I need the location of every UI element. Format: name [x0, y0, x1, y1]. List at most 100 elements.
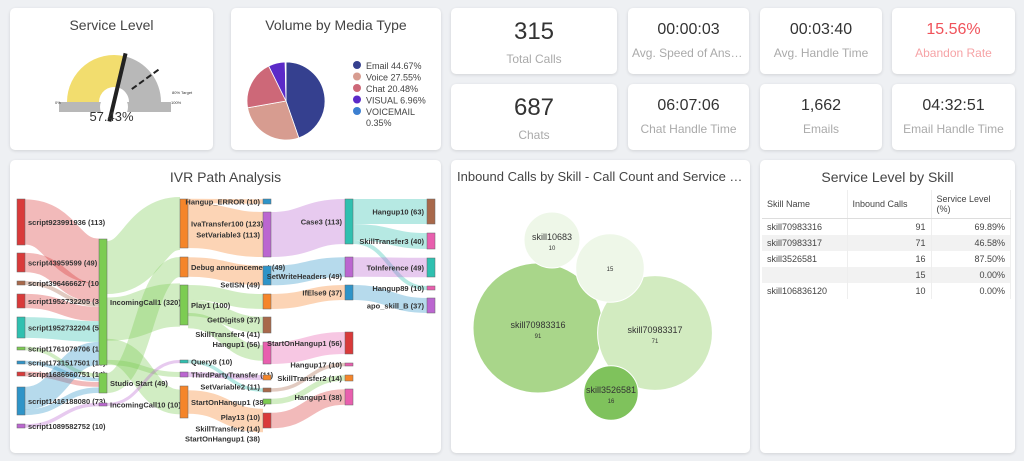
- table-cell: 46.58%: [931, 235, 1011, 251]
- ivr-sankey[interactable]: script923991936 (113) script43959599 (49)…: [10, 160, 441, 453]
- bubble[interactable]: [583, 365, 639, 421]
- sankey-node[interactable]: [344, 284, 354, 301]
- bubble[interactable]: [597, 275, 713, 391]
- kpi-card: 00:03:40 Avg. Handle Time: [760, 8, 882, 74]
- sankey-node[interactable]: [344, 198, 354, 245]
- pie-slice: [285, 61, 326, 139]
- sankey-link: [24, 281, 100, 307]
- sankey-node[interactable]: [426, 198, 436, 225]
- table-cell: 15: [847, 267, 932, 283]
- sankey-node[interactable]: [344, 374, 354, 382]
- sankey-node[interactable]: [262, 316, 272, 334]
- skill-table: Skill Name Inbound Calls Service Level (…: [762, 190, 1011, 299]
- sankey-node-label: Case3 (113): [301, 218, 343, 227]
- sankey-node-label: script43959599 (49): [28, 259, 98, 268]
- sankey-node[interactable]: [426, 257, 436, 278]
- sankey-node-label: SetISN (49): [220, 281, 260, 290]
- sankey-node[interactable]: [344, 331, 354, 355]
- sankey-link: [352, 257, 428, 278]
- sankey-node[interactable]: [16, 360, 26, 365]
- sankey-node-label: script1952732205 (37): [28, 297, 106, 306]
- sankey-node[interactable]: [344, 256, 354, 278]
- sankey-node[interactable]: [16, 346, 26, 351]
- table-row[interactable]: skill70983316 91 69.89%: [762, 218, 1011, 235]
- column-header[interactable]: Inbound Calls: [847, 190, 932, 219]
- sankey-node[interactable]: [98, 238, 108, 366]
- skill-table-card: Service Level by Skill Skill Name Inboun…: [760, 160, 1015, 453]
- sankey-node-label: script923991936 (113): [28, 218, 106, 227]
- sankey-node[interactable]: [344, 362, 354, 367]
- sankey-node[interactable]: [262, 198, 272, 205]
- sankey-node[interactable]: [179, 256, 189, 278]
- table-row[interactable]: skill106836120 10 0.00%: [762, 283, 1011, 299]
- sankey-node[interactable]: [426, 232, 436, 250]
- sankey-node[interactable]: [262, 412, 272, 429]
- sankey-node-label: script1089582752 (10): [28, 422, 106, 431]
- bubble[interactable]: [575, 233, 645, 303]
- sankey-node[interactable]: [179, 284, 189, 326]
- bubble[interactable]: [523, 211, 581, 269]
- sankey-node[interactable]: [16, 198, 26, 246]
- sankey-node[interactable]: [98, 372, 108, 394]
- sankey-node[interactable]: [16, 386, 26, 416]
- sankey-link: [24, 387, 100, 416]
- legend-marker: [353, 61, 361, 69]
- sankey-node[interactable]: [426, 285, 436, 291]
- sankey-node[interactable]: [16, 316, 26, 339]
- sankey-node-label: Play1 (100): [191, 301, 231, 310]
- sankey-node-label: script1731517501 (10): [28, 359, 106, 368]
- table-row[interactable]: 15 0.00%: [762, 267, 1011, 283]
- kpi-value: 687: [513, 94, 555, 121]
- table-cell: 16: [847, 251, 932, 267]
- sankey-node-label: SkillTransfer4 (41): [195, 330, 260, 339]
- gauge-fill: [67, 55, 125, 102]
- sankey-node[interactable]: [16, 252, 26, 273]
- sankey-node-label: StartOnHangup1 (56): [267, 339, 343, 348]
- sankey-link: [106, 359, 181, 378]
- pie-slice: [247, 100, 300, 141]
- sankey-node[interactable]: [262, 398, 272, 405]
- table-cell: 0.00%: [931, 283, 1011, 299]
- sankey-node[interactable]: [262, 293, 272, 310]
- sankey-link: [270, 257, 346, 286]
- sankey-node[interactable]: [16, 371, 26, 377]
- sankey-link: [270, 362, 346, 392]
- sankey-node[interactable]: [16, 280, 26, 286]
- sankey-links: [22, 197, 428, 433]
- sankey-link: [352, 285, 428, 313]
- sankey-node[interactable]: [262, 211, 272, 258]
- column-header[interactable]: Service Level (%): [931, 190, 1011, 219]
- sankey-node[interactable]: [98, 402, 108, 407]
- table-row[interactable]: skill3526581 16 87.50%: [762, 251, 1011, 267]
- sankey-node[interactable]: [16, 423, 26, 429]
- sankey-link: [187, 202, 264, 258]
- sankey-node[interactable]: [344, 388, 354, 406]
- table-row[interactable]: skill70983317 71 46.58%: [762, 235, 1011, 251]
- sankey-node-label: IncomingCall1 (320): [110, 298, 181, 307]
- sankey-link: [104, 257, 183, 393]
- sankey-node[interactable]: [179, 359, 189, 364]
- sankey-node[interactable]: [426, 297, 436, 314]
- bubble-value: 10: [549, 246, 556, 252]
- sankey-node[interactable]: [262, 387, 272, 393]
- table-cell: 87.50%: [931, 251, 1011, 267]
- sankey-node[interactable]: [262, 265, 272, 286]
- sankey-node-label: script1761079706 (11): [28, 345, 106, 354]
- legend-marker: [353, 84, 361, 92]
- column-header[interactable]: Skill Name: [762, 190, 848, 219]
- sankey-node-label: Studio Start (49): [110, 379, 168, 388]
- sankey-node-label: IvaTransfer100 (123): [191, 220, 264, 229]
- service-level-gauge: 0% 100% 80% Target: [55, 52, 193, 122]
- kpi-card: 1,662 Emails: [760, 84, 882, 150]
- sankey-node[interactable]: [179, 371, 189, 378]
- sankey-node[interactable]: [262, 341, 272, 365]
- ivr-card: IVR Path Analysis script923991936 (113) s…: [10, 160, 441, 453]
- sankey-node[interactable]: [16, 293, 26, 309]
- skill-table-title: Service Level by Skill: [821, 169, 954, 185]
- sankey-link: [106, 283, 181, 341]
- sankey-node[interactable]: [179, 385, 189, 419]
- sankey-node[interactable]: [262, 374, 272, 381]
- kpi-label: Abandon Rate: [915, 46, 992, 60]
- sankey-node[interactable]: [179, 198, 189, 249]
- sankey-link: [24, 360, 100, 382]
